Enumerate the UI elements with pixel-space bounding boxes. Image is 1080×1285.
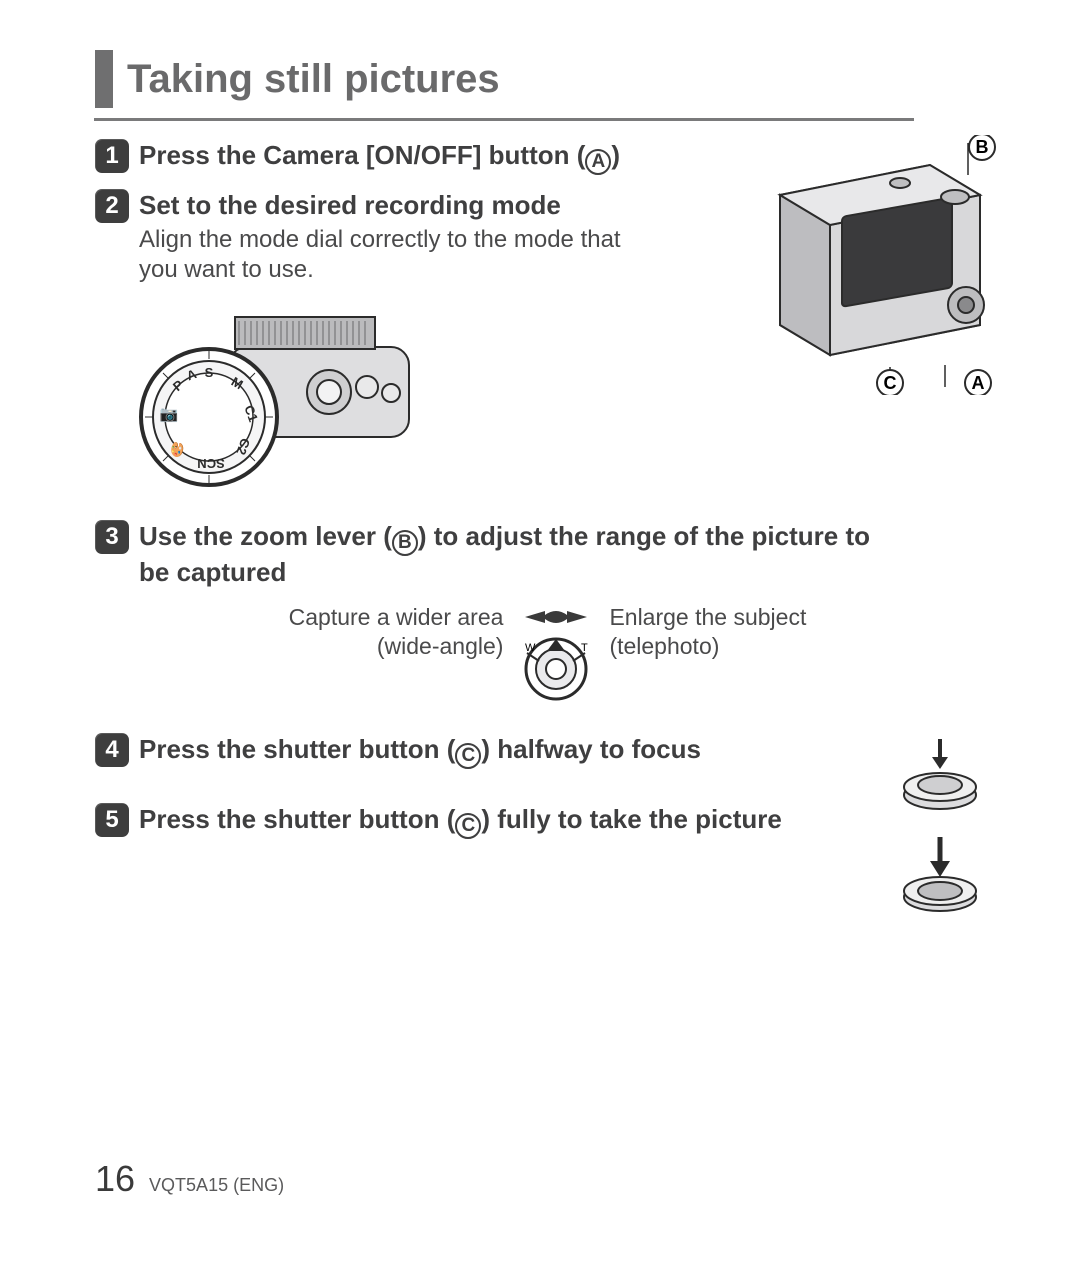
step-1: 1 Press the Camera [ON/OFF] button (A) — [95, 139, 655, 175]
zoom-wide-line1: Capture a wider area — [289, 603, 504, 632]
step-2-heading: Set to the desired recording mode — [139, 189, 655, 222]
step-badge-5: 5 — [95, 803, 129, 837]
step-4-heading: Press the shutter button (C) halfway to … — [139, 733, 795, 769]
mode-dial-diagram: S M C1 C2 SCN 🎨 📷 P A — [139, 307, 419, 497]
step-badge-3: 3 — [95, 520, 129, 554]
step-3-heading: Use the zoom lever (B) to adjust the ran… — [139, 520, 889, 588]
camera-back-diagram: B A C — [750, 135, 1000, 395]
step-badge-4: 4 — [95, 733, 129, 767]
label-A: A — [972, 373, 985, 393]
zoom-wide-line2: (wide-angle) — [289, 632, 504, 661]
step-badge-1: 1 — [95, 139, 129, 173]
step-4: 4 Press the shutter button (C) halfway t… — [95, 733, 795, 769]
zoom-explanation: Capture a wider area (wide-angle) W T En… — [95, 603, 1000, 705]
svg-text:T: T — [581, 642, 588, 654]
step-5-heading: Press the shutter button (C) fully to ta… — [139, 803, 835, 839]
zoom-lever-icon: W T — [517, 627, 595, 705]
doc-id: VQT5A15 (ENG) — [149, 1175, 284, 1196]
page-footer: 16 VQT5A15 (ENG) — [95, 1158, 284, 1200]
title-accent-bar — [95, 50, 113, 108]
step-2-sub: Align the mode dial correctly to the mod… — [139, 225, 655, 285]
svg-text:SCN: SCN — [197, 456, 224, 471]
svg-text:S: S — [205, 365, 214, 380]
title-rule — [94, 118, 914, 121]
page-title: Taking still pictures — [127, 57, 500, 102]
zoom-tele-line1: Enlarge the subject — [609, 603, 806, 632]
page-number: 16 — [95, 1158, 135, 1200]
step-5: 5 Press the shutter button (C) fully to … — [95, 803, 835, 839]
zoom-tele-line2: (telephoto) — [609, 632, 806, 661]
label-B: B — [976, 137, 989, 157]
step-2: 2 Set to the desired recording mode Alig… — [95, 189, 655, 286]
step-3: 3 Use the zoom lever (B) to adjust the r… — [95, 520, 1000, 588]
step-1-heading: Press the Camera [ON/OFF] button (A) — [139, 139, 655, 175]
shutter-half-press-icon — [895, 735, 985, 815]
label-C: C — [884, 373, 897, 393]
svg-text:📷: 📷 — [160, 406, 179, 423]
svg-text:W: W — [525, 642, 536, 654]
step-badge-2: 2 — [95, 189, 129, 223]
shutter-full-press-icon — [895, 835, 985, 915]
zoom-arrow-icon — [517, 607, 595, 627]
